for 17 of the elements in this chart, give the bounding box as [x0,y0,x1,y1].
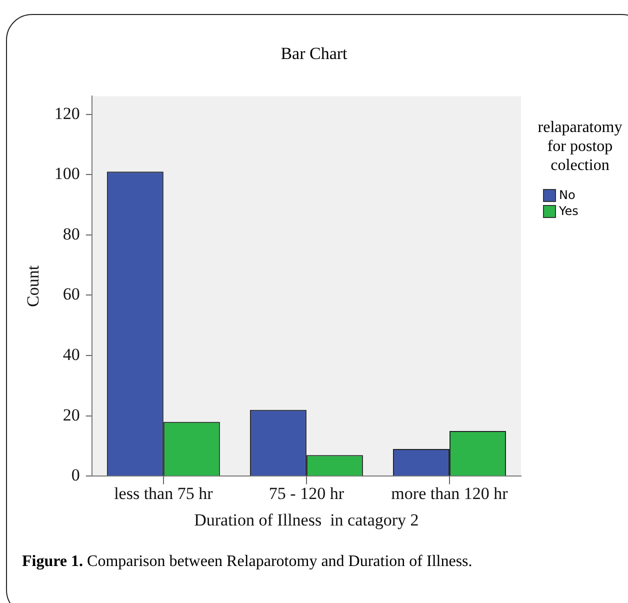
y-tick-label: 120 [54,104,80,123]
y-axis-title: Count [24,265,43,307]
x-axis-title: Duration of Illness in catagory 2 [194,510,419,530]
y-tick-label: 80 [62,224,80,244]
y-tick-label: 100 [54,164,80,184]
y-tick-label: 60 [62,284,80,304]
legend-title: relaparatomy for postop colection [536,118,624,175]
x-tick-label: 75 - 120 hr [268,484,344,503]
legend-label: No [559,188,576,202]
y-tick-label: 0 [71,466,80,485]
chart-title: Bar Chart [280,44,348,64]
y-tick-label: 40 [62,345,80,364]
legend-label: Yes [559,204,578,218]
x-tick-label: more than 120 hr [391,484,508,503]
y-tick-label: 20 [62,405,80,424]
x-tick-label: less than 75 hr [114,484,214,503]
caption: Figure 1. Comparison between Relaparotomy and Duration of Illness. [22,552,474,572]
